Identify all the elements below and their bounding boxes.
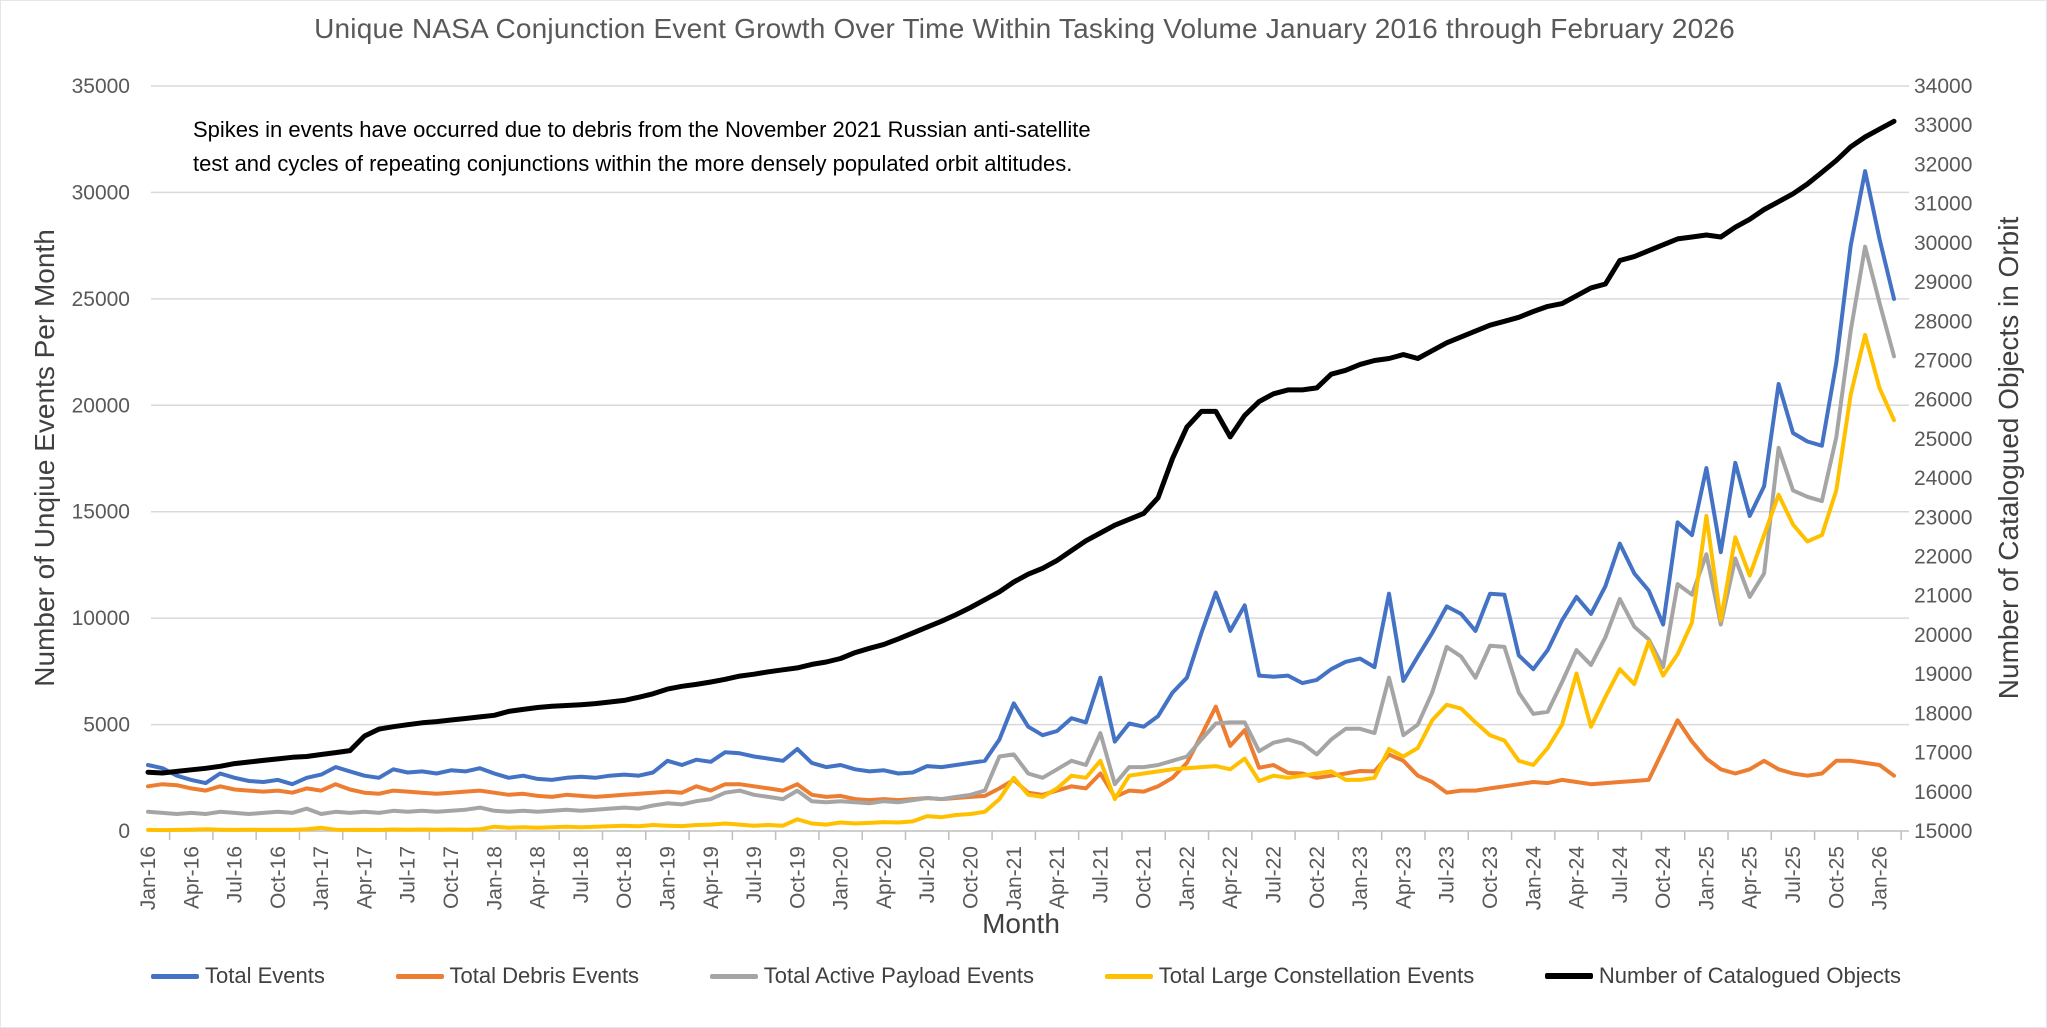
x-axis-tick-label: Oct-23 — [1479, 846, 1502, 909]
x-axis-tick-label: Apr-18 — [527, 846, 550, 909]
x-axis-tick-label: Jan-17 — [310, 846, 333, 910]
legend-label: Total Large Constellation Events — [1158, 963, 1475, 988]
right-axis-tick-label: 16000 — [1914, 781, 1972, 804]
x-axis-tick-label: Jan-19 — [656, 846, 679, 910]
left-axis-tick-label: 30000 — [72, 181, 130, 204]
right-axis-tick-label: 23000 — [1914, 506, 1972, 529]
x-axis-tick-label: Apr-24 — [1566, 846, 1589, 909]
x-axis-tick-label: Oct-18 — [613, 846, 636, 909]
x-axis-tick-label: Jan-25 — [1695, 846, 1718, 910]
x-axis-tick-label: Oct-22 — [1306, 846, 1329, 909]
right-axis-tick-label: 33000 — [1914, 114, 1972, 137]
legend-label: Total Debris Events — [449, 963, 640, 988]
chart-title: Unique NASA Conjunction Event Growth Ove… — [314, 13, 1735, 44]
x-axis-tick-label: Jul-16 — [224, 846, 247, 903]
x-axis-title: Month — [982, 908, 1060, 939]
right-axis-tick-label: 17000 — [1914, 742, 1972, 765]
left-axis-tick-label: 20000 — [72, 394, 130, 417]
chart-legend: Total Events Total Debris Events Total Act… — [151, 963, 1901, 989]
x-axis-tick-label: Oct-21 — [1133, 846, 1156, 909]
left-axis-tick-label: 0 — [118, 820, 130, 843]
right-axis-tick-label: 34000 — [1914, 75, 1972, 98]
x-axis-tick-label: Oct-17 — [440, 846, 463, 909]
x-axis-tick-label: Jul-18 — [570, 846, 593, 903]
right-axis-tick-label: 22000 — [1914, 546, 1972, 569]
right-axis-tick-label: 25000 — [1914, 428, 1972, 451]
right-axis-tick-label: 26000 — [1914, 389, 1972, 412]
annotation-line-2: test and cycles of repeating conjunction… — [193, 151, 1073, 177]
right-axis-tick-label: 29000 — [1914, 271, 1972, 294]
x-axis-tick-label: Jul-21 — [1089, 846, 1112, 903]
x-axis-tick-label: Apr-17 — [353, 846, 376, 909]
right-axis-tick-label: 15000 — [1914, 820, 1972, 843]
legend-swatch — [1544, 973, 1593, 979]
x-axis-tick-label: Apr-21 — [1046, 846, 1069, 909]
annotation-line-1: Spikes in events have occurred due to de… — [193, 117, 1091, 142]
x-axis-tick-label: Oct-25 — [1825, 846, 1848, 909]
x-axis-tick-label: Jan-21 — [1003, 846, 1026, 910]
x-axis-tick-label: Apr-20 — [873, 846, 896, 909]
right-axis-tick-label: 24000 — [1914, 467, 1972, 490]
series-line-total-events — [146, 169, 1896, 787]
right-axis-tick-label: 18000 — [1914, 702, 1972, 725]
x-axis-tick-label: Apr-23 — [1392, 846, 1415, 909]
legend-item-total-large-constellation-events: Total Large Constellation Events — [1104, 963, 1475, 989]
series-line-total-active-payload-events — [146, 244, 1896, 816]
series-line-total-large-constellation-events — [146, 333, 1896, 833]
legend-item-total-active-payload-events: Total Active Payload Events — [709, 963, 1035, 989]
x-axis-tick-label: Jul-25 — [1782, 846, 1805, 903]
x-axis-tick-label: Jan-18 — [483, 846, 506, 910]
left-axis-tick-label: 15000 — [72, 501, 130, 524]
legend-swatch — [709, 973, 758, 979]
legend-swatch — [1104, 973, 1153, 979]
x-axis-tick-label: Oct-16 — [267, 846, 290, 909]
x-axis-tick-label: Oct-24 — [1652, 846, 1675, 909]
x-axis-tick-label: Jul-19 — [743, 846, 766, 903]
right-axis-tick-label: 19000 — [1914, 663, 1972, 686]
chart-annotation: Spikes in events have occurred due to de… — [193, 113, 1091, 181]
left-axis-tick-label: 25000 — [72, 288, 130, 311]
right-axis-tick-label: 32000 — [1914, 153, 1972, 176]
right-axis-tick-label: 31000 — [1914, 193, 1972, 216]
x-axis-tick-label: Apr-16 — [180, 846, 203, 909]
x-axis-tick-label: Jul-22 — [1263, 846, 1286, 903]
x-axis-tick-label: Jan-26 — [1869, 846, 1892, 910]
x-axis-tick-label: Jul-17 — [397, 846, 420, 903]
right-axis-tick-label: 30000 — [1914, 232, 1972, 255]
left-axis-tick-label: 5000 — [83, 714, 130, 737]
x-axis-tick-label: Apr-25 — [1739, 846, 1762, 909]
x-axis-tick-label: Jan-23 — [1349, 846, 1372, 910]
legend-label: Total Events — [205, 963, 325, 988]
x-axis-tick-label: Apr-19 — [700, 846, 723, 909]
legend-item-total-debris-events: Total Debris Events — [395, 963, 640, 989]
x-axis-tick-label: Jan-16 — [137, 846, 160, 910]
legend-label: Number of Catalogued Objects — [1598, 963, 1901, 988]
legend-item-number-of-catalogued-objects: Number of Catalogued Objects — [1544, 963, 1901, 989]
right-axis-tick-label: 21000 — [1914, 585, 1972, 608]
x-axis-tick-label: Jul-23 — [1436, 846, 1459, 903]
x-axis-tick-label: Jan-22 — [1176, 846, 1199, 910]
left-axis-tick-label: 10000 — [72, 607, 130, 630]
x-axis-tick-label: Jan-20 — [830, 846, 853, 910]
x-axis-tick-label: Oct-19 — [786, 846, 809, 909]
x-axis-tick-label: Oct-20 — [959, 846, 982, 909]
legend-swatch — [151, 973, 199, 979]
legend-label: Total Active Payload Events — [763, 963, 1035, 988]
legend-swatch — [395, 973, 444, 979]
x-axis-tick-label: Jul-20 — [916, 846, 939, 903]
x-axis-tick-label: Jul-24 — [1609, 846, 1632, 904]
legend-item-total-events: Total Events — [151, 963, 325, 989]
right-axis-tick-label: 28000 — [1914, 310, 1972, 333]
right-axis-tick-label: 20000 — [1914, 624, 1972, 647]
x-axis-tick-label: Apr-22 — [1219, 846, 1242, 909]
x-axis-tick-label: Jan-24 — [1522, 846, 1545, 911]
left-axis-tick-label: 35000 — [72, 75, 130, 98]
right-axis-tick-label: 27000 — [1914, 349, 1972, 372]
series-line-number-of-catalogued-objects — [145, 118, 1897, 776]
